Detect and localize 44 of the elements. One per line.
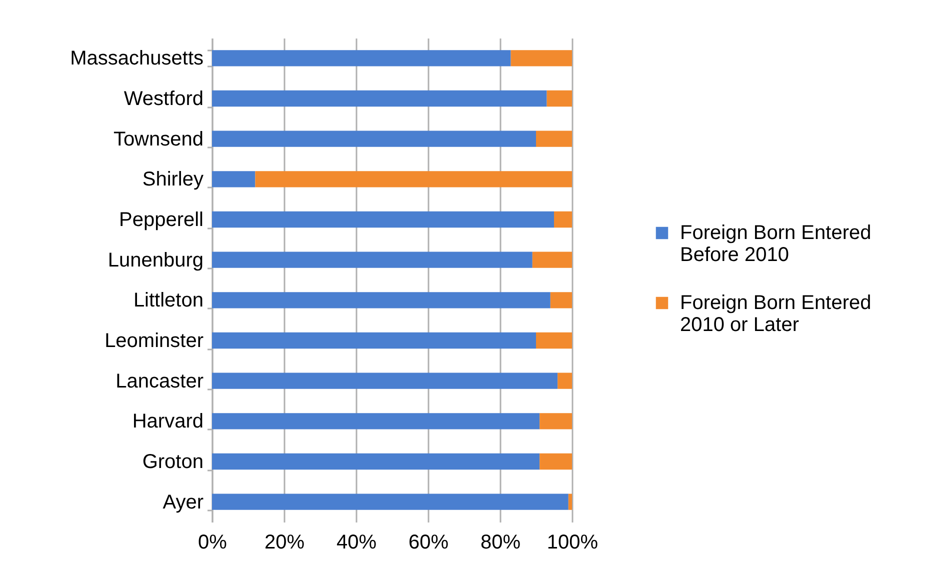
bar — [532, 252, 572, 268]
x-tick-label: 100% — [546, 532, 598, 554]
bar — [558, 372, 572, 389]
bar — [212, 413, 540, 430]
bar — [540, 453, 572, 470]
y-tick-label: Harvard — [132, 410, 204, 433]
bar — [550, 292, 572, 308]
bar — [536, 332, 572, 349]
y-tick-label: Lunenburg — [108, 249, 204, 272]
y-tick-label: Westford — [124, 88, 204, 110]
x-tick-label: 80% — [480, 532, 521, 554]
y-tick-label: Lancaster — [116, 370, 204, 392]
bar — [568, 494, 572, 510]
bar — [212, 494, 568, 510]
bar — [510, 50, 572, 66]
bar — [212, 372, 558, 389]
legend-label: Foreign Born Entered Before 2010 — [680, 222, 872, 266]
x-tick-label: 40% — [336, 532, 377, 554]
y-tick-label: Pepperell — [118, 209, 204, 231]
y-tick-label: Massachusetts — [70, 48, 204, 70]
bar — [212, 453, 540, 470]
bar — [212, 90, 547, 107]
x-tick-label: 0% — [198, 532, 228, 554]
y-tick-label: Littleton — [133, 290, 204, 312]
bar — [212, 252, 532, 268]
bar — [536, 130, 572, 147]
bar — [212, 130, 536, 147]
bar — [212, 211, 554, 228]
bar — [212, 332, 536, 349]
bar — [255, 171, 572, 188]
y-tick-label: Shirley — [142, 168, 204, 191]
y-tick-label: Groton — [142, 451, 204, 473]
x-tick-label: 60% — [408, 532, 449, 554]
bar — [540, 413, 572, 430]
x-tick-label: 20% — [264, 532, 305, 554]
y-tick-label: Ayer — [162, 491, 204, 514]
bar — [212, 171, 256, 188]
y-tick-label: Townsend — [113, 128, 204, 150]
bar — [554, 211, 572, 228]
bar — [212, 50, 511, 66]
bar — [212, 292, 550, 308]
y-tick-label: Leominster — [104, 330, 204, 352]
bar — [546, 90, 572, 107]
legend-label: Foreign Born Entered 2010 or Later — [680, 292, 872, 336]
